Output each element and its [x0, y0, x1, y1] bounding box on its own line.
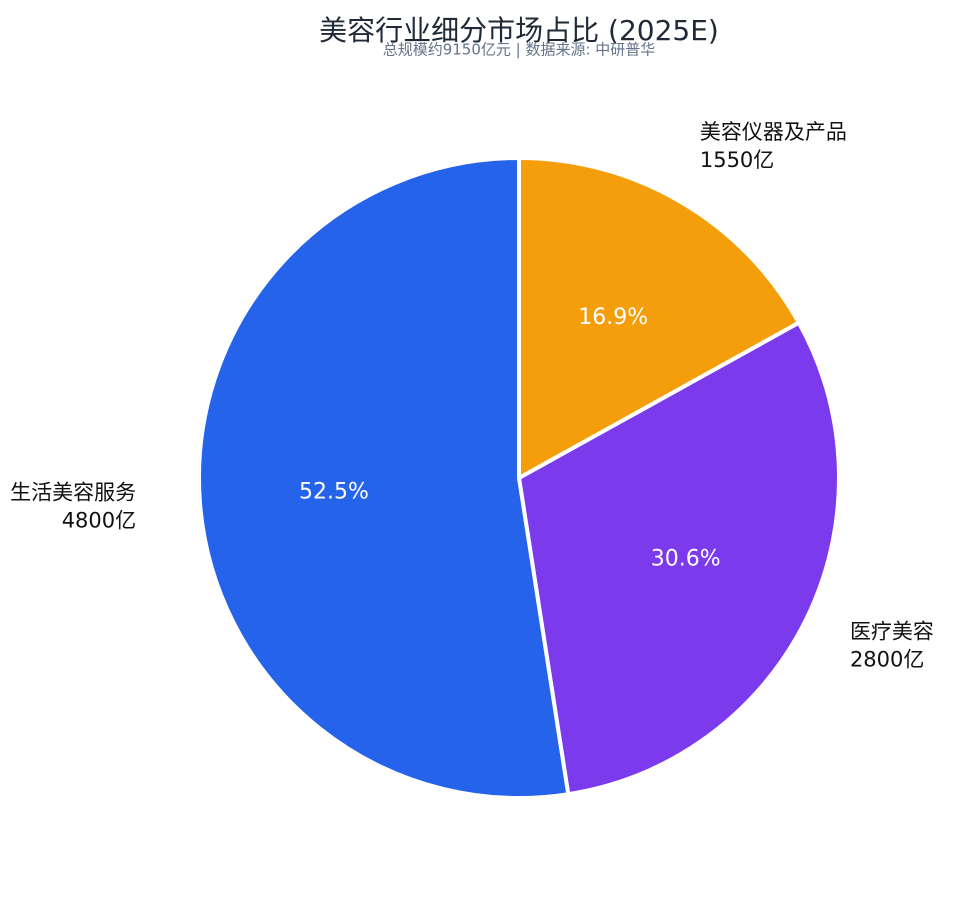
slice-value-label: 2800亿	[850, 648, 924, 672]
chart-subtitle: 总规模约9150亿元 | 数据来源: 中研普华	[383, 41, 656, 59]
percent-label: 30.6%	[651, 547, 721, 572]
percent-label: 16.9%	[578, 305, 648, 330]
slice-label: 生活美容服务	[10, 481, 136, 505]
pie-slice	[517, 155, 802, 482]
percent-label: 52.5%	[299, 479, 369, 504]
slice-label: 美容仪器及产品	[700, 120, 847, 144]
pie-slice	[197, 155, 571, 800]
slice-value-label: 4800亿	[62, 509, 136, 533]
slice-label: 医疗美容	[850, 620, 934, 644]
slice-value-label: 1550亿	[700, 148, 774, 172]
pie-slice	[516, 320, 841, 797]
chart-title: 美容行业细分市场占比 (2025E)	[319, 14, 719, 47]
